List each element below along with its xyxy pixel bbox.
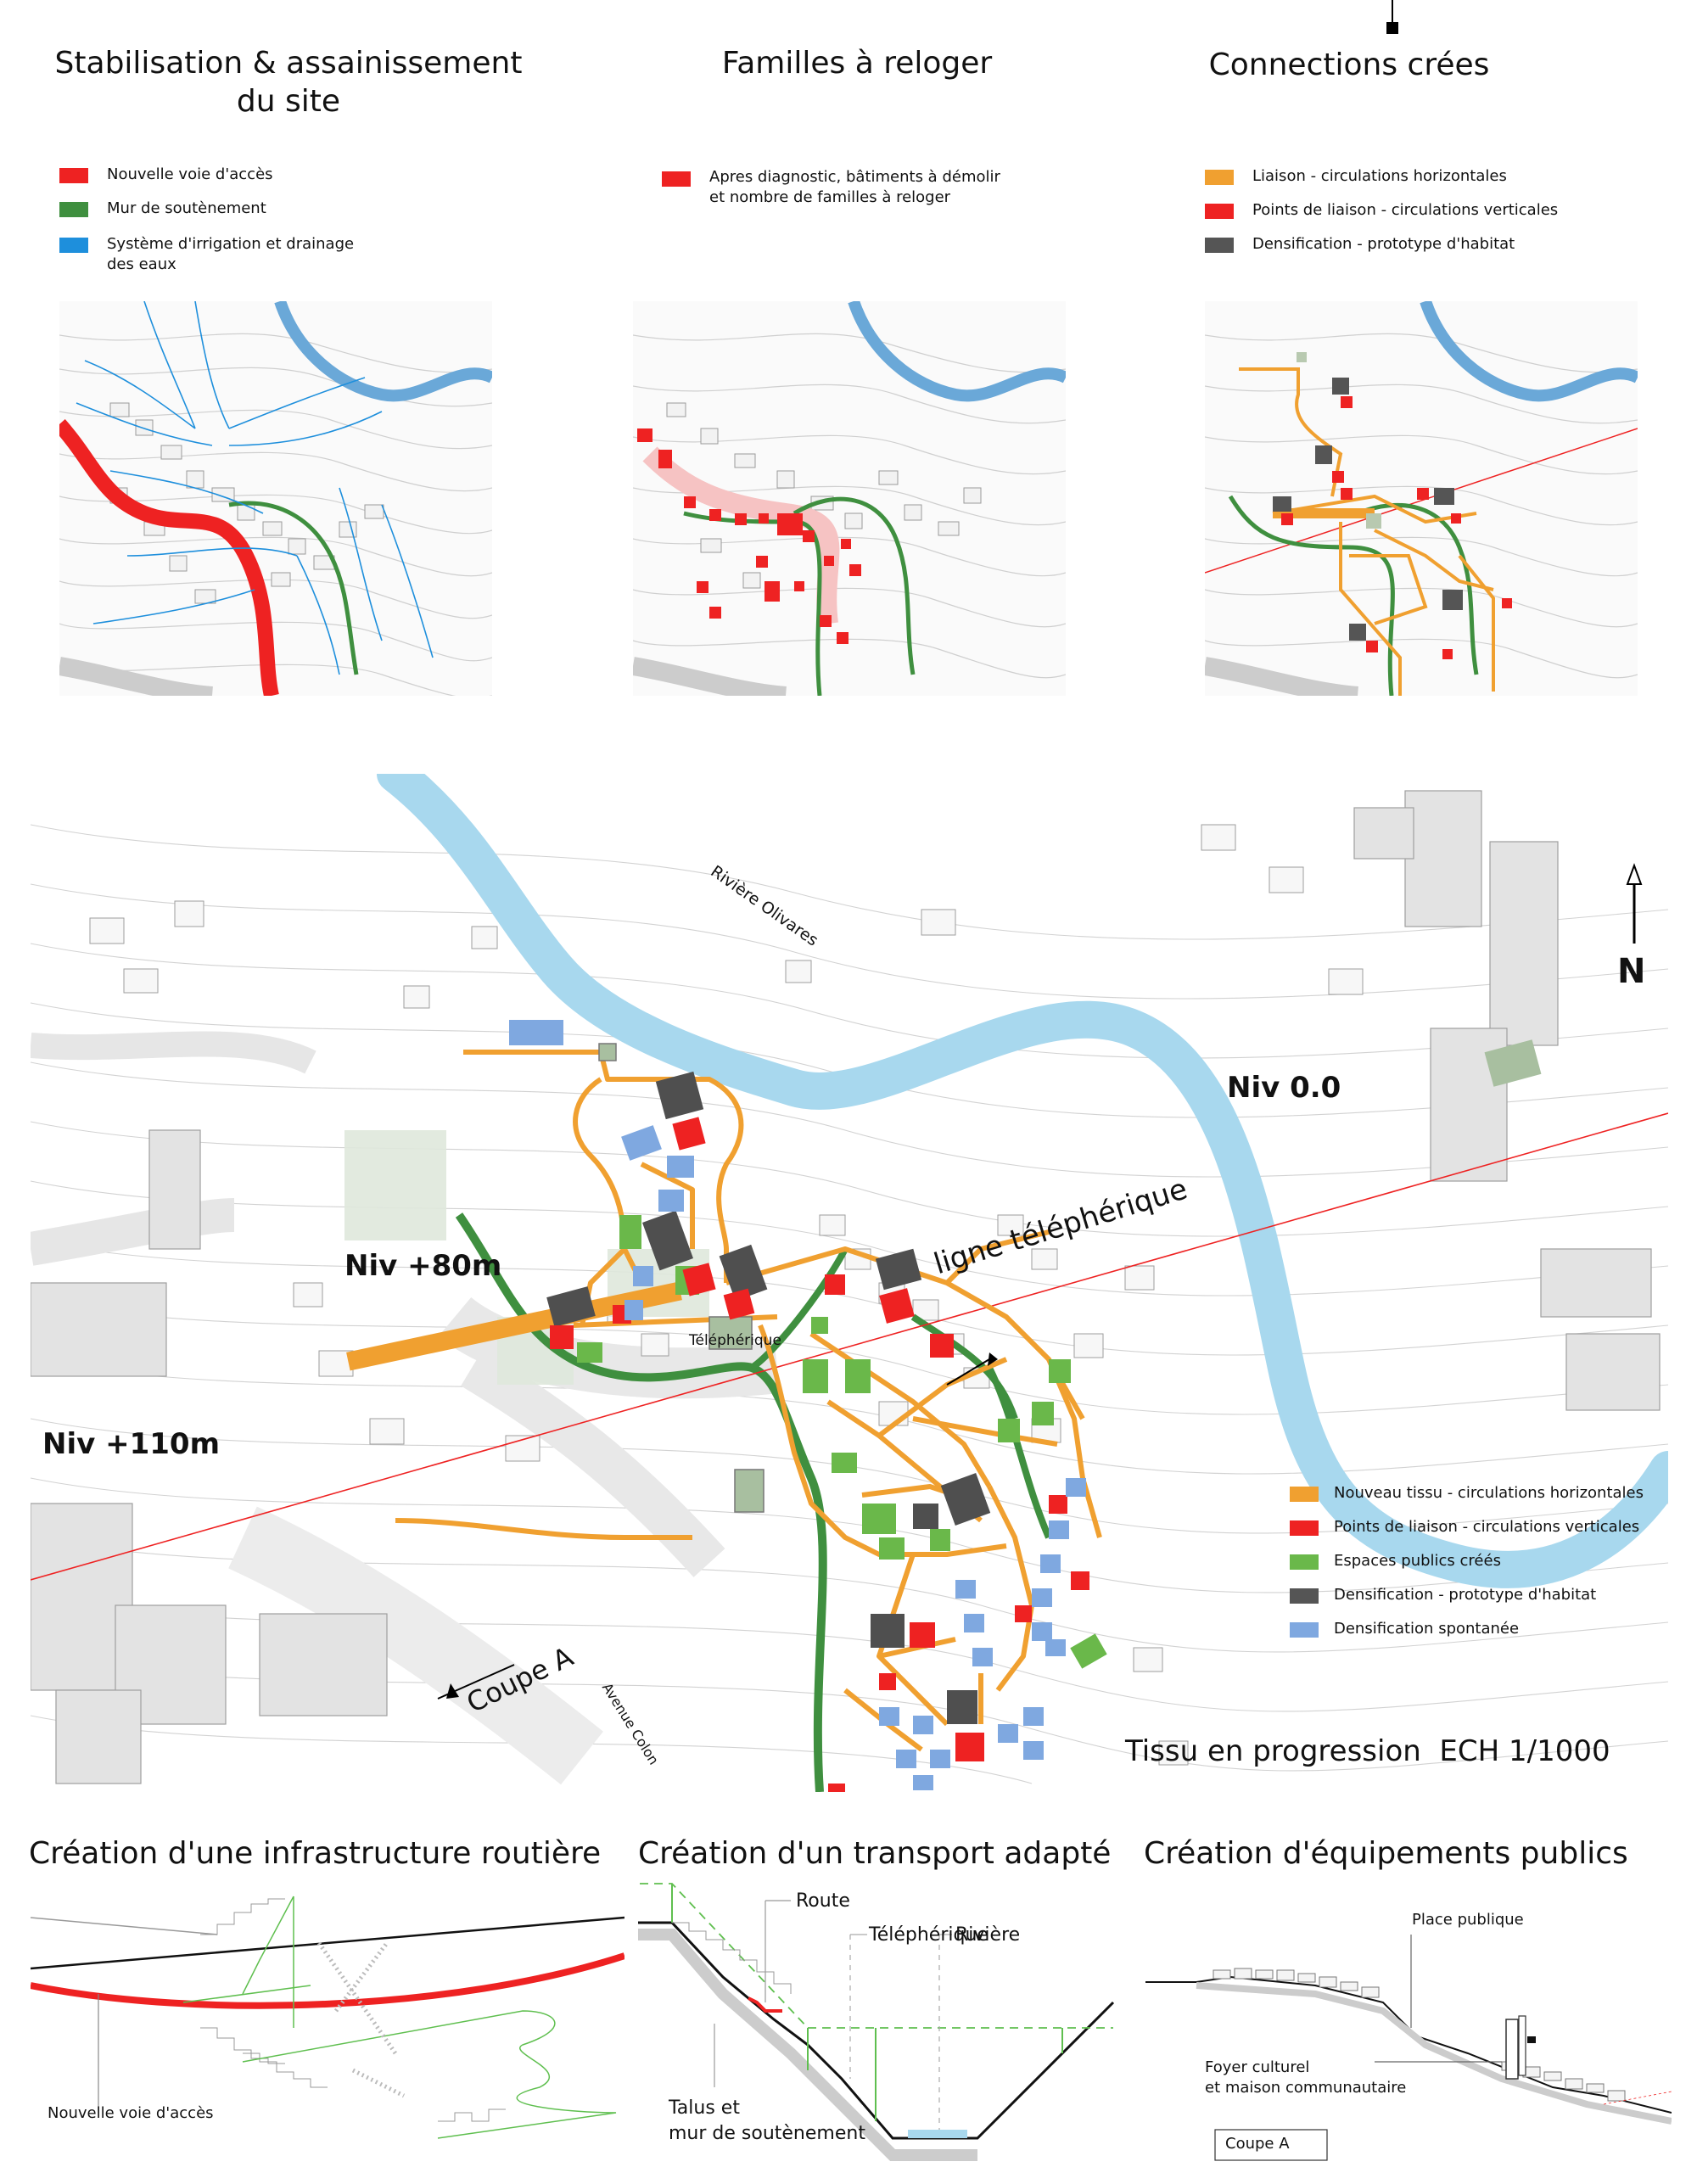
panel-1-svg — [59, 301, 492, 696]
section-2-label-route: Route — [796, 1890, 850, 1912]
legend-swatch — [662, 171, 691, 187]
panel-3-svg — [1205, 301, 1638, 696]
legend-swatch — [1290, 1554, 1319, 1570]
section-2-label-riviere: Rivière — [955, 1924, 1021, 1946]
legend-label: Mur de soutènement — [107, 199, 266, 217]
section-1-drawing: Nouvelle voie d'accès — [31, 1884, 624, 2155]
section-2-label-talus-2: mur de soutènement — [669, 2123, 865, 2144]
legend-swatch — [1205, 170, 1234, 185]
section-2-title: Création d'un transport adapté — [638, 1836, 1112, 1871]
section-1-svg — [31, 1896, 624, 2139]
legend-label: Apres diagnostic, bâtiments à démolir et… — [709, 168, 1000, 207]
top-marker — [1386, 22, 1398, 34]
legend-label: Densification spontanée — [1334, 1620, 1520, 1638]
section-3-svg — [1145, 1935, 1672, 2161]
legend-swatch — [59, 168, 88, 183]
legend-label: Espaces publics créés — [1334, 1552, 1501, 1570]
legend-label: Densification - prototype d'habitat — [1334, 1586, 1597, 1604]
panel-1-map — [59, 301, 492, 696]
section-2-svg — [638, 1883, 1115, 2161]
panel-2-title: Familles à reloger — [721, 46, 993, 81]
section-2-label-talus-1: Talus et — [669, 2097, 740, 2119]
map-caption: Tissu en progression ECH 1/1000 — [1125, 1734, 1610, 1768]
main-map: Rivière Olivares N Niv 0.0 Niv +80m Niv … — [31, 774, 1668, 1792]
legend-label: Liaison - circulations horizontales — [1252, 167, 1507, 185]
north-label: N — [1617, 952, 1646, 991]
top-marker-line — [1392, 0, 1393, 22]
niv-low-label: Niv +110m — [42, 1427, 220, 1461]
main-map-svg — [31, 774, 1668, 1792]
panel-2-svg — [633, 301, 1066, 696]
section-2-label-telepherique: Téléphérique — [869, 1924, 989, 1946]
legend-swatch — [1290, 1487, 1319, 1502]
legend-swatch — [1205, 238, 1234, 253]
section-3-drawing: Place publique Foyer culturel et maison … — [1145, 1911, 1672, 2164]
section-2-drawing: Route Téléphérique Rivière Talus et mur … — [638, 1875, 1130, 2164]
section-1-label: Nouvelle voie d'accès — [48, 2104, 214, 2122]
niv-top-label: Niv 0.0 — [1227, 1071, 1341, 1105]
legend-label: Nouvelle voie d'accès — [107, 165, 273, 183]
legend-label: Points de liaison - circulations vertica… — [1252, 201, 1559, 219]
section-3-label-foyer-2: et maison communautaire — [1205, 2079, 1407, 2097]
section-3-label-coupe: Coupe A — [1225, 2135, 1290, 2153]
niv-mid-label: Niv +80m — [344, 1249, 502, 1283]
section-3-label-foyer-1: Foyer culturel — [1205, 2058, 1310, 2076]
section-1-title: Création d'une infrastructure routière — [29, 1836, 602, 1871]
legend-swatch — [59, 238, 88, 253]
legend-swatch — [1290, 1622, 1319, 1638]
legend-swatch — [1290, 1588, 1319, 1604]
legend-label: Système d'irrigation et drainage des eau… — [107, 235, 355, 274]
section-3-title: Création d'équipements publics — [1144, 1836, 1628, 1871]
legend-swatch — [1205, 204, 1234, 219]
legend-label: Nouveau tissu - circulations horizontale… — [1334, 1484, 1644, 1502]
section-3-label-place: Place publique — [1412, 1911, 1524, 1929]
panel-2-map — [633, 301, 1066, 696]
panel-3-title: Connections crées — [1208, 48, 1490, 82]
legend-swatch — [59, 202, 88, 217]
legend-label: Points de liaison - circulations vertica… — [1334, 1518, 1640, 1536]
panel-1-title: Stabilisation & assainissement du site — [54, 46, 523, 119]
panel-3-map — [1205, 301, 1638, 696]
station-label: Téléphérique — [689, 1332, 781, 1349]
legend-label: Densification - prototype d'habitat — [1252, 235, 1515, 253]
legend-swatch — [1290, 1520, 1319, 1536]
